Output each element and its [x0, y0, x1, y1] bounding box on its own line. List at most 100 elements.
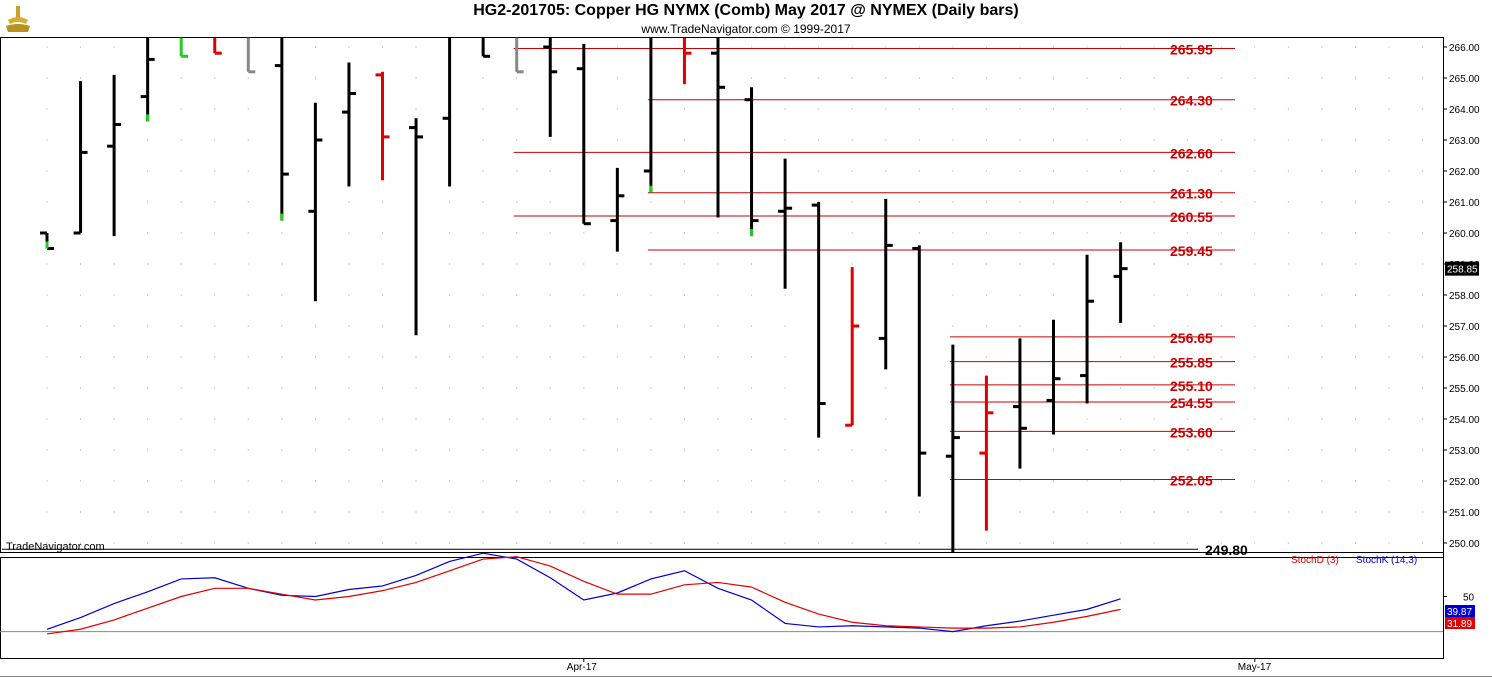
- grid-dot: [1388, 77, 1390, 79]
- grid-dot: [214, 356, 216, 358]
- grid-dot: [1287, 170, 1289, 172]
- grid-dot: [482, 480, 484, 482]
- x-tick-label: Apr-17: [567, 662, 597, 673]
- grid-dot: [683, 449, 686, 451]
- grid-dot: [516, 449, 518, 451]
- grid-dot: [1187, 356, 1189, 358]
- grid-dot: [616, 511, 618, 513]
- grid-dot: [750, 511, 753, 513]
- grid-dot: [784, 542, 786, 544]
- grid-dot: [1187, 542, 1189, 544]
- grid-dot: [482, 232, 484, 234]
- grid-dot: [650, 542, 652, 544]
- grid-dot: [482, 108, 484, 110]
- grid-dot: [113, 325, 115, 327]
- grid-dot: [650, 325, 652, 327]
- y-tick-label: 257.00: [1449, 322, 1480, 333]
- grid-dot: [1421, 263, 1424, 265]
- grid-dot: [885, 418, 887, 420]
- grid-dot: [818, 511, 820, 513]
- grid-dot: [1388, 480, 1390, 482]
- grid-dot: [1354, 356, 1357, 358]
- grid-dot: [1220, 139, 1222, 141]
- grid-dot: [717, 294, 719, 296]
- grid-dot: [348, 325, 350, 327]
- grid-dot: [79, 480, 82, 482]
- grid-dot: [46, 294, 48, 296]
- grid-dot: [113, 480, 115, 482]
- grid-dot: [1254, 263, 1256, 265]
- grid-dot: [180, 325, 182, 327]
- grid-dot: [616, 418, 618, 420]
- grid-dot: [1287, 232, 1289, 234]
- grid-dot: [147, 170, 149, 172]
- grid-dot: [1153, 542, 1155, 544]
- grid-dot: [1287, 294, 1289, 296]
- grid-dot: [1421, 77, 1424, 79]
- grid-dot: [1254, 201, 1256, 203]
- grid-dot: [247, 232, 249, 234]
- grid-dot: [247, 542, 249, 544]
- grid-dot: [1220, 232, 1222, 234]
- grid-dot: [583, 418, 585, 420]
- grid-dot: [281, 418, 283, 420]
- grid-dot: [952, 170, 954, 172]
- grid-dot: [1019, 263, 1021, 265]
- grid-dot: [851, 232, 853, 234]
- grid-dot: [314, 418, 316, 420]
- grid-dot: [1187, 294, 1189, 296]
- grid-dot: [247, 108, 249, 110]
- grid-dot: [1254, 46, 1256, 48]
- grid-dot: [1354, 325, 1357, 327]
- grid-dot: [985, 77, 988, 79]
- grid-dot: [449, 480, 451, 482]
- grid-dot: [1086, 418, 1088, 420]
- grid-dot: [784, 325, 786, 327]
- level-label: 253.60: [1170, 424, 1213, 440]
- grid-dot: [449, 294, 451, 296]
- grid-dot: [314, 511, 316, 513]
- y-tick-label: 261.00: [1449, 198, 1480, 209]
- grid-dot: [583, 356, 585, 358]
- grid-dot: [214, 418, 216, 420]
- grid-dot: [1254, 356, 1256, 358]
- grid-dot: [1388, 108, 1390, 110]
- grid-dot: [1287, 387, 1289, 389]
- grid-dot: [46, 201, 48, 203]
- grid-dot: [449, 449, 451, 451]
- grid-dot: [952, 263, 954, 265]
- grid-dot: [314, 480, 316, 482]
- grid-dot: [1086, 232, 1088, 234]
- grid-dot: [1321, 170, 1323, 172]
- grid-dot: [818, 170, 820, 172]
- grid-dot: [482, 139, 484, 141]
- grid-dot: [214, 263, 216, 265]
- grid-dot: [46, 139, 48, 141]
- grid-dot: [214, 542, 216, 544]
- grid-dot: [1120, 511, 1122, 513]
- grid-dot: [516, 325, 518, 327]
- grid-dot: [1187, 511, 1189, 513]
- grid-dot: [348, 449, 350, 451]
- trade-navigator-logo-icon: [6, 6, 30, 32]
- grid-dot: [549, 387, 551, 389]
- grid-dot: [1052, 449, 1055, 451]
- grid-dot: [1153, 294, 1155, 296]
- grid-dot: [1220, 46, 1222, 48]
- grid-dot: [113, 387, 115, 389]
- grid-dot: [549, 325, 551, 327]
- grid-dot: [1388, 418, 1390, 420]
- grid-dot: [1254, 325, 1256, 327]
- grid-dot: [1019, 325, 1021, 327]
- grid-dot: [784, 356, 786, 358]
- level-label: 254.55: [1170, 395, 1213, 411]
- grid-dot: [1287, 480, 1289, 482]
- grid-dot: [1254, 418, 1256, 420]
- grid-dot: [885, 139, 887, 141]
- grid-dot: [516, 232, 518, 234]
- grid-dot: [1120, 232, 1122, 234]
- grid-dot: [1220, 201, 1222, 203]
- grid-dot: [1220, 170, 1222, 172]
- grid-dot: [683, 170, 686, 172]
